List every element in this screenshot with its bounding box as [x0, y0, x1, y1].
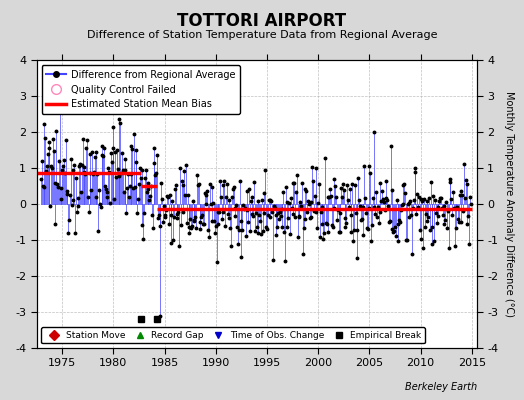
- Legend: Station Move, Record Gap, Time of Obs. Change, Empirical Break: Station Move, Record Gap, Time of Obs. C…: [41, 327, 425, 344]
- Text: Difference of Station Temperature Data from Regional Average: Difference of Station Temperature Data f…: [87, 30, 437, 40]
- Text: Berkeley Earth: Berkeley Earth: [405, 382, 477, 392]
- Y-axis label: Monthly Temperature Anomaly Difference (°C): Monthly Temperature Anomaly Difference (…: [504, 91, 514, 317]
- Text: TOTTORI AIRPORT: TOTTORI AIRPORT: [178, 12, 346, 30]
